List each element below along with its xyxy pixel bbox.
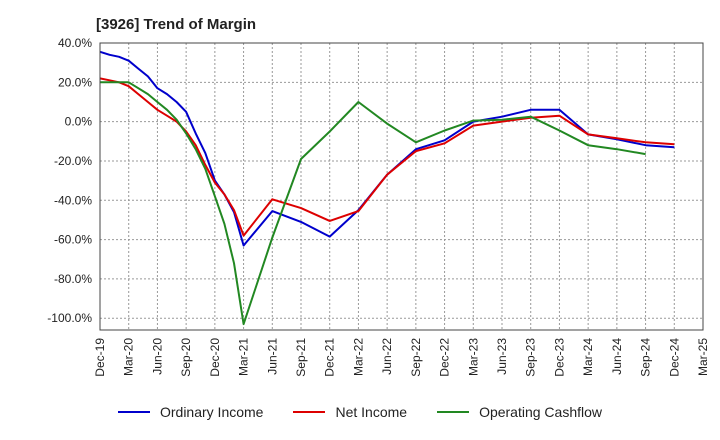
legend-item-net-income: Net Income <box>293 404 407 420</box>
y-tick-label: 0.0% <box>65 115 93 129</box>
x-tick-label: Mar-22 <box>351 338 365 376</box>
x-tick-label: Dec-21 <box>323 338 337 377</box>
y-tick-label: -80.0% <box>54 272 92 286</box>
legend: Ordinary Income Net Income Operating Cas… <box>0 404 720 420</box>
x-tick-label: Jun-20 <box>150 338 164 375</box>
y-tick-label: -60.0% <box>54 233 92 247</box>
y-tick-label: -20.0% <box>54 154 92 168</box>
legend-item-ordinary-income: Ordinary Income <box>117 404 264 420</box>
x-tick-label: Jun-24 <box>610 338 624 375</box>
series-lines <box>99 50 675 326</box>
x-axis-ticks: Dec-19 Mar-20 Jun-20 Sep-20 Dec-20 Mar-21 Jun-… <box>93 338 710 377</box>
x-tick-label: Mar-23 <box>466 338 480 376</box>
y-tick-label: -100.0% <box>47 311 92 325</box>
x-tick-label: Dec-24 <box>667 338 681 377</box>
margin-line-chart: 40.0% 20.0% 0.0% -20.0% -40.0% -60.0% -80.0% -1… <box>47 36 710 377</box>
x-tick-label: Sep-21 <box>294 338 308 377</box>
series-line-ordinary-income <box>99 50 675 247</box>
plot-frame <box>99 42 704 331</box>
series-line-operating-cashflow <box>100 81 646 326</box>
x-tick-label: Mar-24 <box>581 338 595 376</box>
legend-swatch-net-income <box>293 411 326 413</box>
x-tick-label: Sep-20 <box>179 338 193 377</box>
x-tick-label: Dec-23 <box>552 338 566 377</box>
x-tick-label: Dec-19 <box>93 338 107 377</box>
x-tick-label: Dec-20 <box>208 338 222 377</box>
legend-label-operating-cashflow: Operating Cashflow <box>479 404 603 420</box>
x-tick-label: Dec-22 <box>438 338 452 377</box>
x-tick-label: Mar-20 <box>122 338 136 376</box>
grid-lines <box>99 42 704 330</box>
x-tick-label: Jun-21 <box>265 338 279 375</box>
x-tick-label: Sep-22 <box>409 338 423 377</box>
x-tick-label: Mar-21 <box>237 338 251 376</box>
y-tick-label: 40.0% <box>58 36 92 50</box>
x-tick-label: Sep-24 <box>639 338 653 377</box>
x-tick-label: Sep-23 <box>524 338 538 377</box>
y-tick-label: 20.0% <box>58 75 92 89</box>
legend-item-operating-cashflow: Operating Cashflow <box>437 404 602 420</box>
x-tick-label: Jun-22 <box>380 338 394 375</box>
chart-title: [3926] Trend of Margin <box>96 16 257 33</box>
x-tick-label: Mar-25 <box>696 338 710 376</box>
y-tick-label: -40.0% <box>54 193 92 207</box>
legend-label-net-income: Net Income <box>335 404 408 420</box>
y-axis-ticks: 40.0% 20.0% 0.0% -20.0% -40.0% -60.0% -80.0% -1… <box>47 36 92 325</box>
x-tick-label: Jun-23 <box>495 338 509 375</box>
legend-label-ordinary-income: Ordinary Income <box>159 404 264 420</box>
legend-swatch-ordinary-income <box>117 411 150 413</box>
legend-swatch-operating-cashflow <box>437 411 470 413</box>
